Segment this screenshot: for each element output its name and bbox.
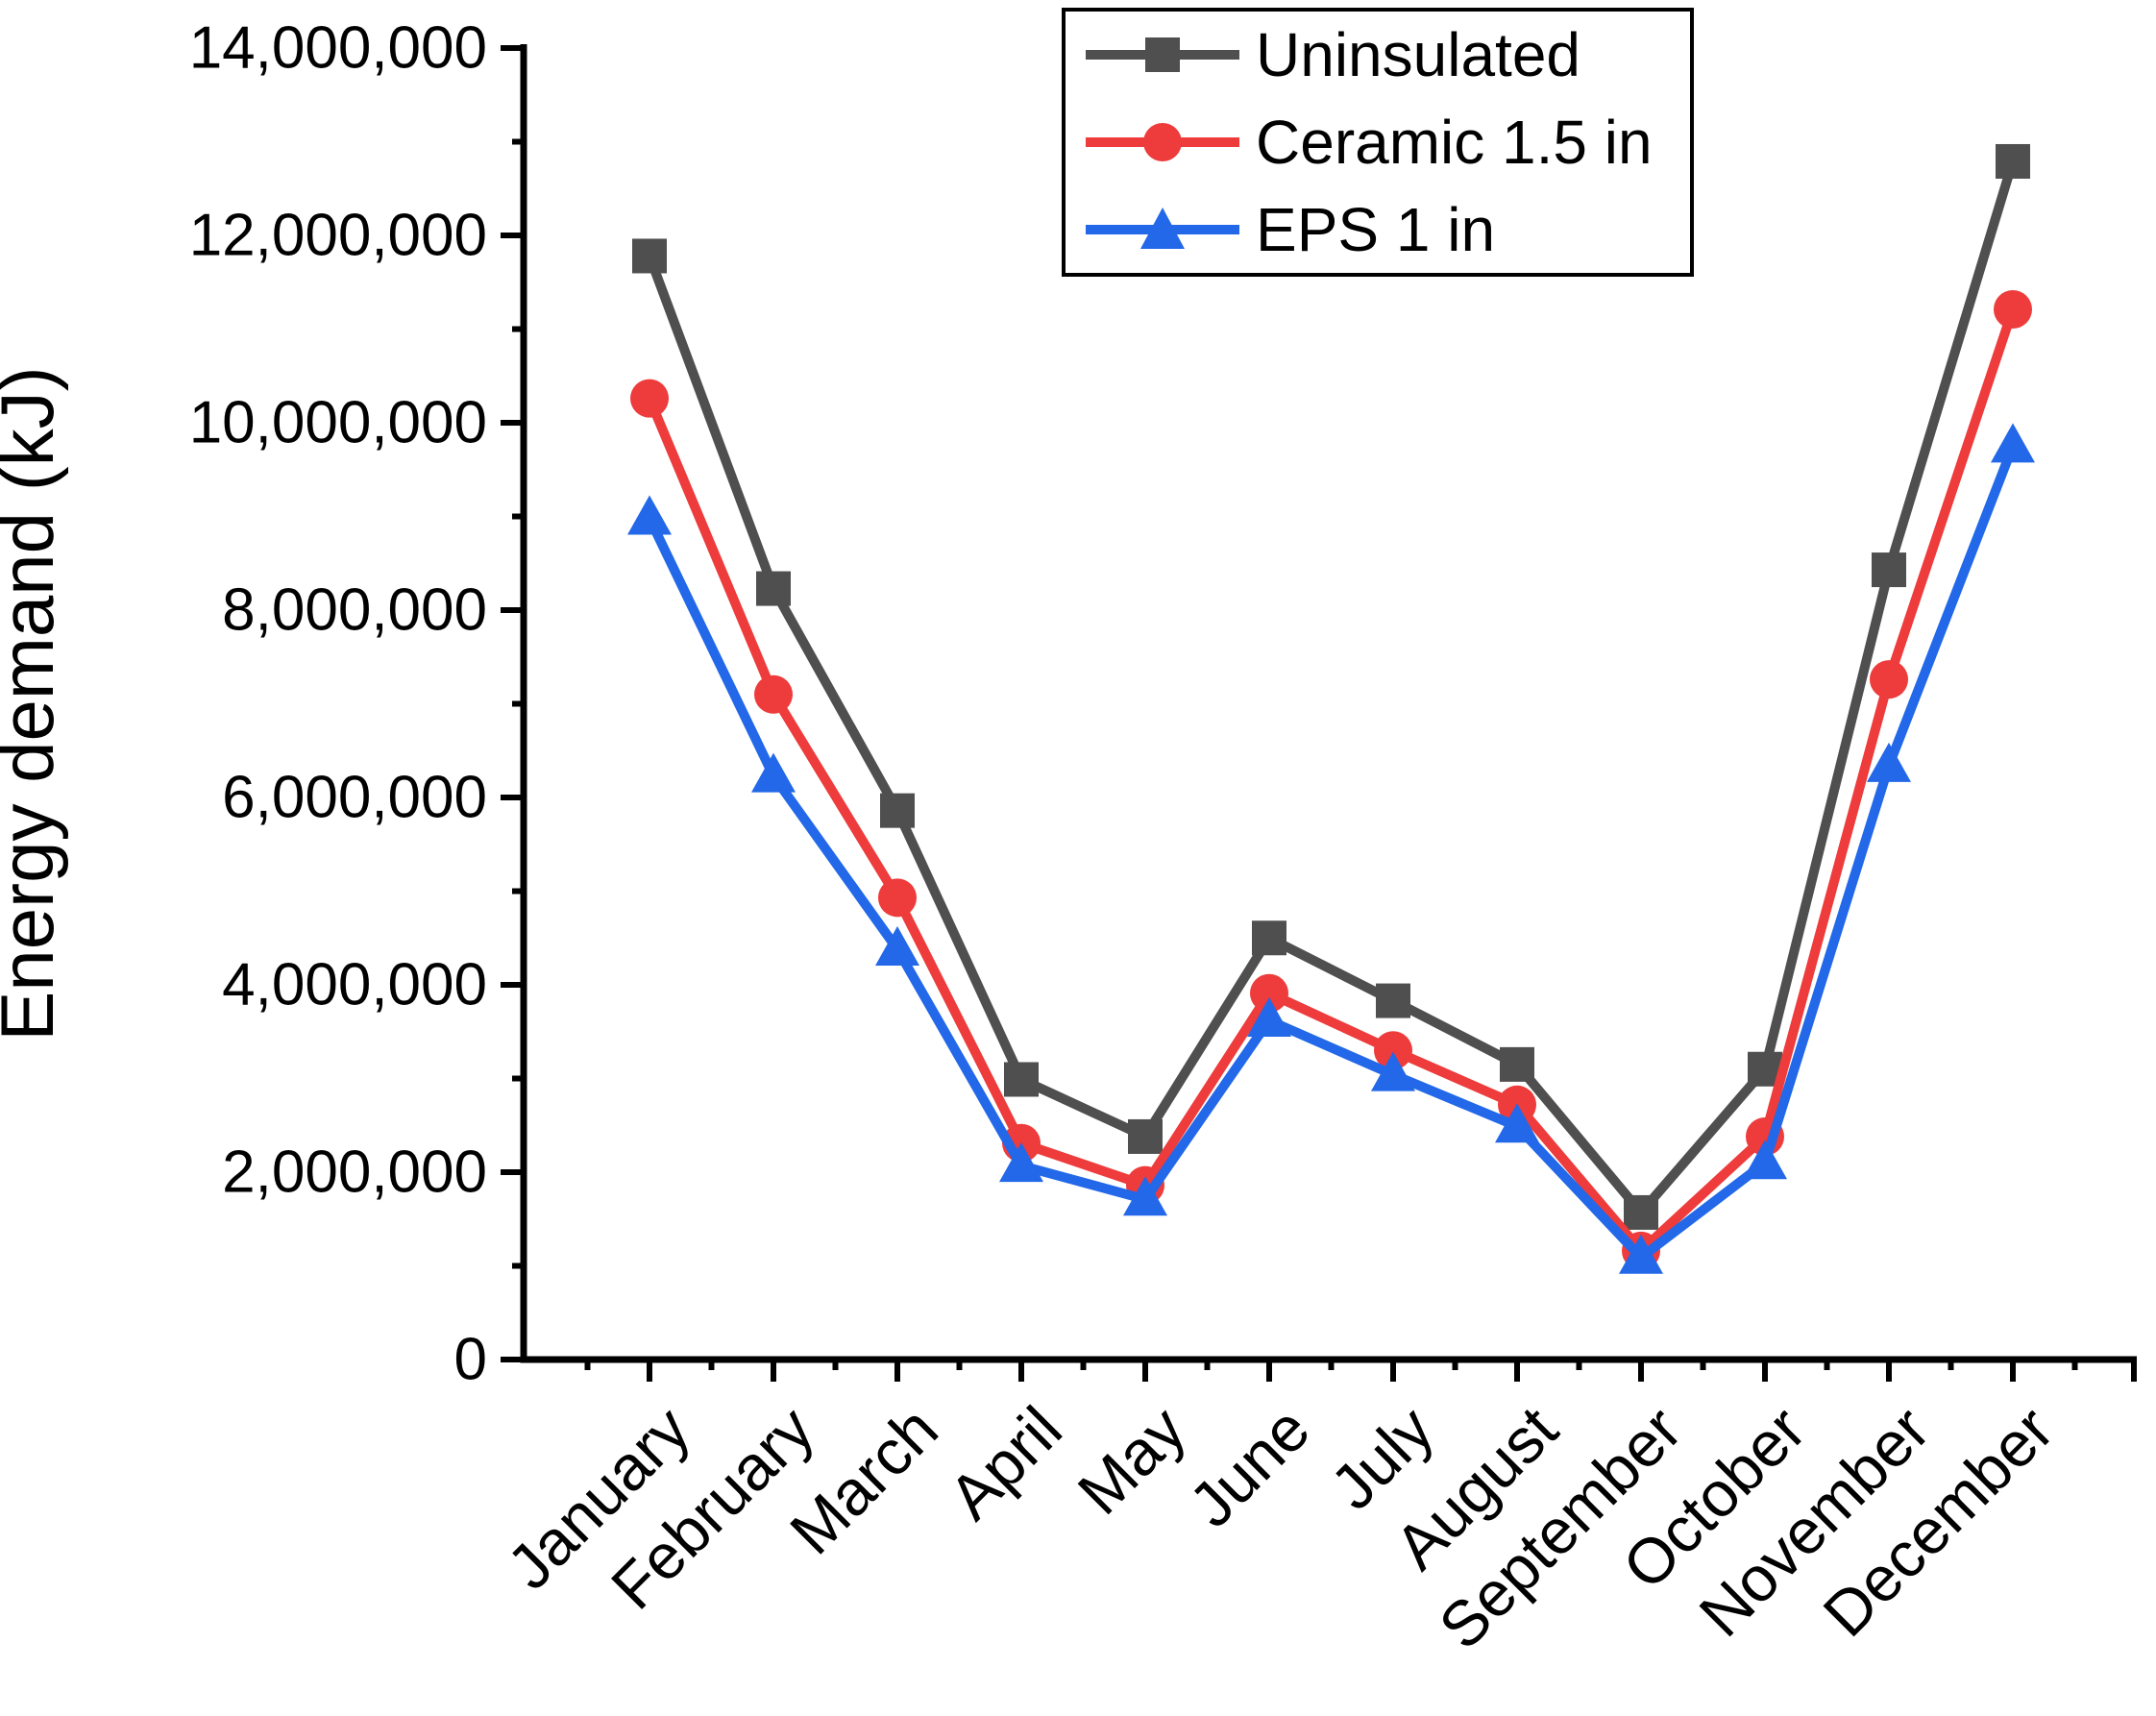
series-marker-triangle [1619,1234,1663,1274]
x-tick-label: June [1175,1393,1323,1541]
series-marker-triangle [1991,423,2035,463]
y-tick-label: 4,000,000 [222,952,487,1018]
series-marker-square [1500,1046,1534,1082]
y-tick-label: 6,000,000 [222,765,487,831]
y-tick-label: 2,000,000 [222,1140,487,1206]
series-marker-triangle [1495,1103,1539,1143]
legend-label: Ceramic 1.5 in [1256,108,1653,177]
series-marker-triangle [1743,1140,1787,1180]
series-marker-triangle [999,1142,1043,1183]
series-marker-circle [1994,290,2032,330]
series-marker-triangle [1123,1176,1167,1216]
series-marker-circle [878,878,917,918]
series-marker-square [1624,1194,1658,1230]
x-tick-label: April [935,1393,1075,1533]
series-marker-square [880,793,915,828]
series-marker-circle [1870,660,1908,699]
legend-label: Uninsulated [1256,20,1580,90]
series-marker-square [1376,983,1410,1018]
series-marker-triangle [1371,1051,1415,1091]
series-line-uninsulated [645,159,2018,1220]
series-marker-triangle [875,925,919,966]
series-line-ceramic-1-5-in [645,307,2018,1259]
series-marker-triangle [627,495,672,535]
series-marker-square [1996,143,2030,179]
legend-entry-uninsulated: Uninsulated [1081,12,1690,99]
series-marker-triangle [1867,742,1911,782]
y-axis-title: Energy demand (kJ) [0,366,69,1041]
series-marker-circle [754,674,793,714]
series-marker-square [632,238,667,274]
legend: Uninsulated Ceramic 1.5 in EPS 1 in [1062,8,1694,277]
legend-entry-eps: EPS 1 in [1081,185,1690,273]
y-tick-label: 10,000,000 [189,390,487,456]
legend-marker-circle-icon [1086,123,1239,161]
series-marker-square [756,571,791,606]
y-tick-label: 0 [454,1327,487,1393]
y-tick-label: 14,000,000 [189,15,487,82]
series-marker-square [1252,920,1286,956]
legend-marker-triangle-icon [1086,207,1239,249]
series-marker-square [1128,1118,1163,1154]
legend-entry-ceramic: Ceramic 1.5 in [1081,99,1690,186]
series-marker-square [1872,552,1906,588]
y-tick-label: 8,000,000 [222,577,487,644]
series-marker-circle [630,379,669,418]
series-line-eps-1-in [645,444,2018,1264]
legend-label: EPS 1 in [1256,194,1496,264]
series-marker-triangle [1247,997,1291,1038]
series-marker-circle [1374,1031,1412,1070]
series-marker-triangle [751,752,796,793]
x-tick-label: May [1064,1393,1198,1528]
y-tick-label: 12,000,000 [189,203,487,269]
series-marker-circle [1250,973,1288,1013]
legend-marker-square-icon [1086,37,1239,73]
series-marker-square [1004,1062,1039,1097]
